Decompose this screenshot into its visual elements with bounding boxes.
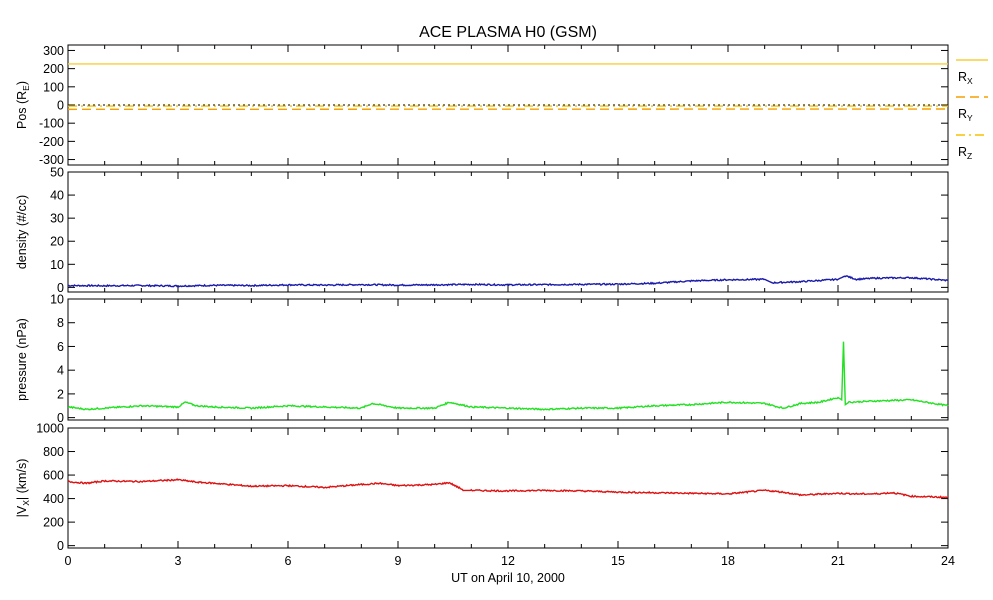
y-axis-label: Pos (RE): [15, 81, 31, 129]
y-tick-label: 2: [57, 387, 64, 401]
y-tick-label: -300: [39, 153, 64, 167]
legend-label-subscript: X: [967, 76, 973, 86]
panel-pressure: 10 8 6 4 2 0 pressure (nPa): [15, 293, 949, 425]
y-axis-label-subscript: E: [21, 85, 31, 91]
x-tick-label: 6: [285, 554, 292, 568]
panel-density: 50 40 30 20 10 0 density (#/cc): [15, 166, 949, 295]
y-tick-label: -100: [39, 117, 64, 131]
x-tick-label: 12: [501, 554, 515, 568]
y-axis-label: density (#/cc): [15, 195, 29, 269]
y-axis-label-tail: | (km/s): [15, 459, 29, 500]
y-tick-label: 100: [43, 80, 64, 94]
series-line-pressure: [67, 341, 949, 411]
y-tick-label: 10: [50, 258, 64, 272]
y-axis-label-subscript: X: [21, 500, 31, 506]
x-tick-label: 0: [65, 554, 72, 568]
panel-frame: [67, 427, 949, 549]
legend-label-Z: RZ: [958, 145, 972, 161]
y-tick-label: 20: [50, 235, 64, 249]
y-tick-label: 200: [43, 516, 64, 530]
y-axis-label: pressure (nPa): [15, 318, 29, 401]
x-tick-label: 24: [941, 554, 955, 568]
y-tick-label: 4: [57, 364, 64, 378]
y-axis-label: |VX| (km/s): [15, 459, 31, 518]
legend-label-X: RX: [958, 70, 973, 86]
legend-label-main: R: [958, 70, 967, 84]
x-tick-label: 18: [721, 554, 735, 568]
y-tick-label: 10: [50, 293, 64, 307]
y-tick-label: 50: [50, 166, 64, 180]
x-tick-label: 9: [395, 554, 402, 568]
y-tick-label: 0: [57, 99, 64, 113]
legend-label-Y: RY: [958, 107, 973, 123]
y-tick-label: 8: [57, 316, 64, 330]
y-axis-label-tail: ): [15, 81, 29, 85]
y-tick-label: 800: [43, 445, 64, 459]
y-axis-label-main: |V: [15, 505, 29, 517]
y-tick-label: 6: [57, 340, 64, 354]
legend-label-subscript: Z: [967, 151, 972, 161]
y-tick-label: 1000: [36, 422, 64, 436]
x-tick-label: 3: [175, 554, 182, 568]
y-tick-label: 0: [57, 411, 64, 425]
series-line-velocity: [67, 478, 949, 499]
legend-label-main: R: [958, 145, 967, 159]
y-tick-label: 400: [43, 492, 64, 506]
y-tick-label: 0: [57, 281, 64, 295]
y-tick-label: 30: [50, 212, 64, 226]
y-tick-label: 40: [50, 189, 64, 203]
x-axis-label: UT on April 10, 2000: [451, 571, 565, 585]
y-tick-label: 0: [57, 539, 64, 553]
chart-title: ACE PLASMA H0 (GSM): [419, 24, 597, 41]
legend-label-main: R: [958, 107, 967, 121]
panel-velocity: 1000 800 600 400 200 00 3 6 9 12 15 18 21 24 |VX| (km/…: [15, 422, 955, 569]
series-line-density: [67, 275, 949, 288]
y-axis-label-main: Pos (R: [15, 91, 29, 129]
x-tick-label: 15: [611, 554, 625, 568]
y-tick-label: -200: [39, 135, 64, 149]
panel-frame: [67, 171, 949, 293]
y-tick-label: 600: [43, 469, 64, 483]
y-tick-label: 200: [43, 62, 64, 76]
legend-label-subscript: Y: [967, 113, 973, 123]
y-tick-label: 300: [43, 44, 64, 58]
x-tick-label: 21: [831, 554, 845, 568]
